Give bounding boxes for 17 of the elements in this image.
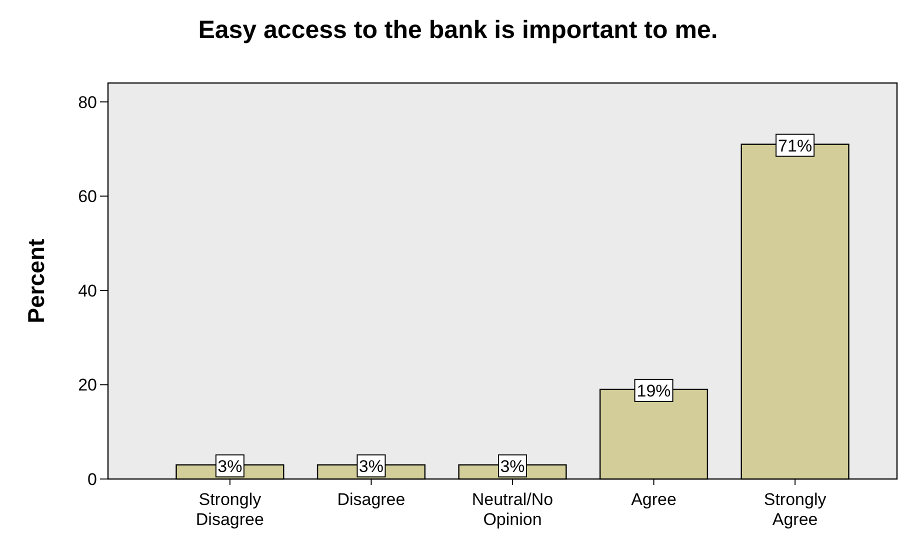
- data-label: 3%: [358, 456, 384, 476]
- x-tick-label: Disagree: [337, 490, 406, 509]
- y-tick-label: 60: [78, 187, 97, 206]
- x-tick-label: Agree: [631, 490, 676, 509]
- y-axis-title: Percent: [23, 238, 49, 324]
- x-tick-label: Neutral/No Opinion: [472, 490, 554, 529]
- y-tick-label: 20: [78, 376, 97, 395]
- data-label: 71%: [778, 136, 812, 156]
- y-tick-label: 40: [78, 281, 97, 300]
- data-label: 19%: [636, 381, 671, 400]
- x-tick-label: Strongly Agree: [764, 490, 827, 529]
- data-label: 3%: [500, 456, 525, 476]
- data-label: 3%: [218, 456, 242, 476]
- chart-title: Easy access to the bank is important to me.: [198, 16, 718, 44]
- y-tick-label: 80: [78, 92, 97, 112]
- x-tick-label: Strongly Disagree: [196, 490, 264, 529]
- y-tick-label: 0: [88, 470, 97, 489]
